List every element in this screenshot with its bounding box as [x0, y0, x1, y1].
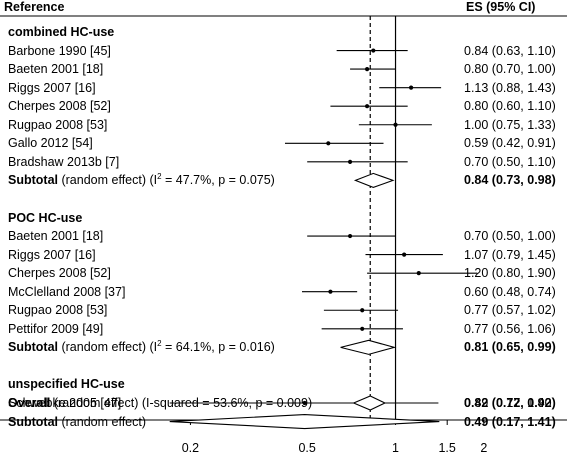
study-label: Rugpao 2008 [53] — [8, 117, 108, 132]
subtotal-diamond — [340, 339, 397, 355]
study-point — [371, 48, 376, 53]
x-tick-label: 2 — [480, 441, 488, 455]
study-point — [416, 271, 421, 276]
study-label: Baeten 2001 [18] — [8, 229, 104, 244]
subtotal-diamond — [353, 172, 395, 188]
study-label: Riggs 2007 [16] — [8, 80, 96, 95]
subtotal-label: Subtotal (random effect) (I2 = 47.7%, p … — [8, 172, 275, 188]
group-title: POC HC-use — [8, 210, 83, 225]
study-point — [393, 122, 398, 127]
study-ci-text: 1.13 (0.88, 1.43) — [464, 80, 556, 95]
study-ci-text: 0.49 (0.17, 1.40) — [464, 396, 556, 410]
x-tick-label: 0.5 — [298, 441, 316, 455]
study-point — [409, 85, 414, 90]
study-ci-text: 0.70 (0.50, 1.10) — [464, 154, 556, 169]
study-point — [364, 104, 370, 109]
study-point — [402, 252, 407, 257]
subtotal-label: Subtotal (random effect) (I2 = 64.1%, p … — [8, 339, 275, 355]
subtotal-label: Subtotal (random effect) — [8, 414, 147, 429]
study-ci-text: 0.80 (0.60, 1.10) — [464, 99, 556, 114]
study-label: Cherpes 2008 [52] — [8, 99, 111, 114]
group-title: unspecified HC-use — [8, 377, 125, 392]
study-point — [360, 326, 365, 331]
subtotal-diamond — [169, 413, 440, 430]
study-point — [302, 400, 307, 406]
study-point — [347, 233, 353, 239]
study-label: Cherpes 2008 [52] — [8, 266, 111, 281]
study-ci-text: 0.84 (0.63, 1.10) — [464, 43, 556, 58]
overall-diamond — [352, 395, 387, 411]
study-label: Baeten 2001 [18] — [8, 62, 104, 77]
x-tick-label: 0.2 — [181, 441, 200, 455]
study-label: Bradshaw 2013b [7] — [8, 154, 120, 169]
x-tick-label: 1.5 — [438, 441, 456, 455]
reference-header: Reference — [4, 0, 65, 14]
study-ci-text: 0.77 (0.56, 1.06) — [464, 321, 556, 336]
study-ci-text: 0.59 (0.42, 0.91) — [464, 136, 556, 151]
study-ci-text: 0.60 (0.48, 0.74) — [464, 284, 556, 299]
study-point — [360, 308, 365, 313]
group-title: combined HC-use — [8, 25, 115, 39]
es-ci-header: ES (95% CI) — [466, 0, 536, 14]
study-label: Barbone 1990 [45] — [8, 43, 111, 58]
study-ci-text: 0.80 (0.70, 1.00) — [464, 62, 556, 77]
study-point — [328, 289, 333, 294]
study-label: Pettifor 2009 [49] — [8, 321, 104, 336]
subtotal-ci-text: 0.84 (0.73, 0.98) — [464, 173, 556, 188]
overall-ci-text: 0.82 (0.72, 0.92) — [464, 396, 556, 410]
study-ci-text: 0.77 (0.57, 1.02) — [464, 303, 556, 318]
study-point — [326, 141, 331, 146]
x-tick-label: 1 — [392, 441, 399, 455]
study-label: McClelland 2008 [37] — [8, 284, 126, 299]
study-label: Riggs 2007 [16] — [8, 247, 96, 262]
study-point — [347, 159, 353, 164]
study-ci-text: 1.07 (0.79, 1.45) — [464, 247, 556, 262]
study-label: Gallo 2012 [54] — [8, 136, 93, 151]
subtotal-ci-text: 0.81 (0.65, 0.99) — [464, 340, 556, 355]
study-ci-text: 1.20 (0.80, 1.90) — [464, 266, 556, 281]
study-point — [364, 67, 370, 72]
study-label: Schwebke 2005 [47] — [8, 396, 122, 410]
study-label: Rugpao 2008 [53] — [8, 303, 108, 318]
subtotal-ci-text: 0.49 (0.17, 1.41) — [464, 414, 556, 429]
study-ci-text: 1.00 (0.75, 1.33) — [464, 117, 556, 132]
study-ci-text: 0.70 (0.50, 1.00) — [464, 229, 556, 244]
